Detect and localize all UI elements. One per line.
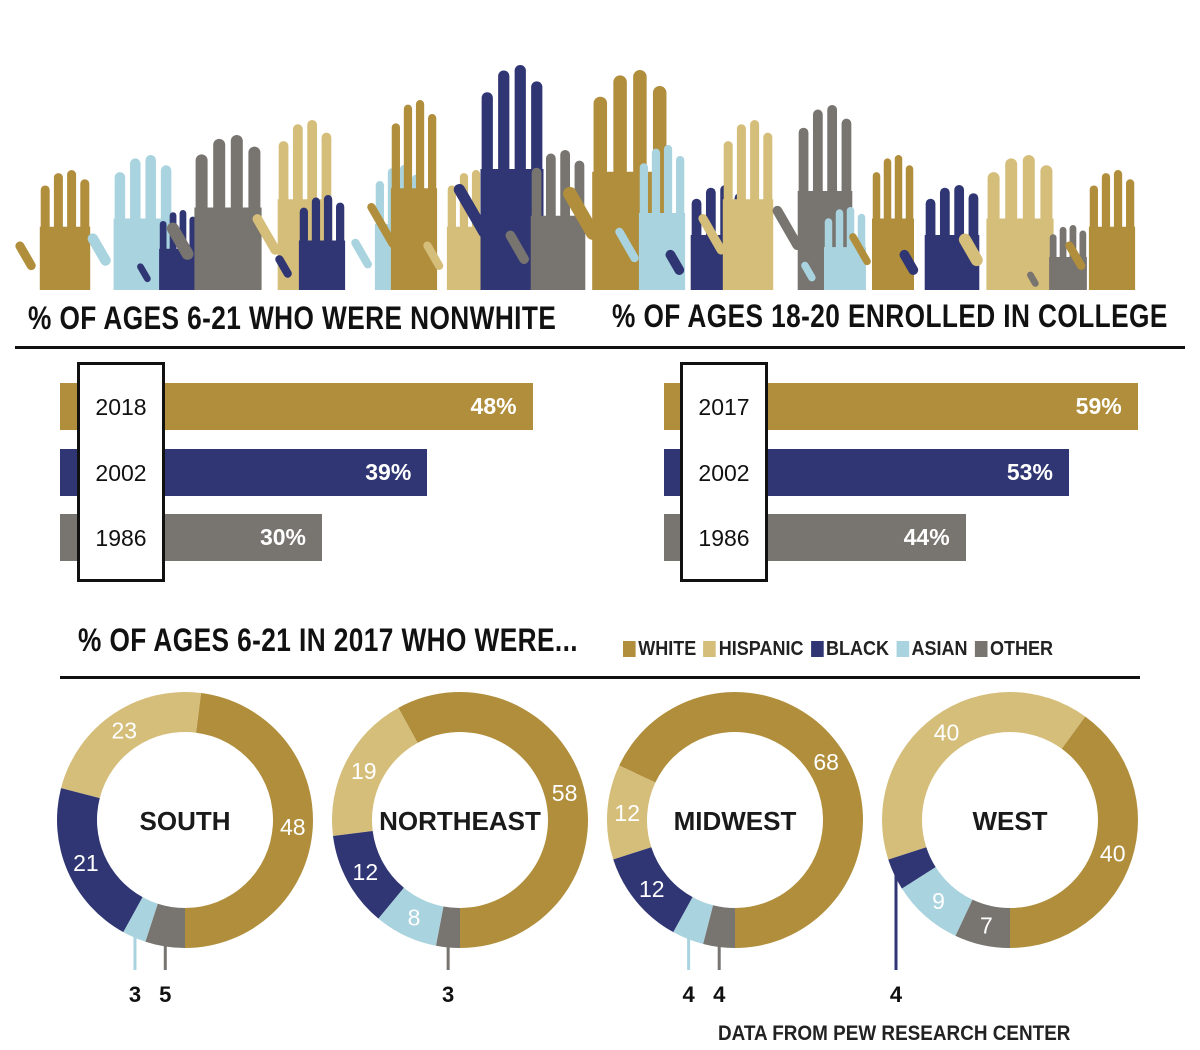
source-note: DATA FROM PEW RESEARCH CENTER xyxy=(718,1022,1071,1045)
slice-value-label: 12 xyxy=(353,859,379,885)
slice-value-label: 12 xyxy=(639,876,665,902)
donut-slice-other xyxy=(955,899,1010,948)
legend-item-white: WHITE xyxy=(623,638,696,661)
region-label: NORTHEAST xyxy=(379,806,541,836)
slice-value-label: 4 xyxy=(890,982,903,1007)
year-label: 2018 xyxy=(95,394,147,420)
year-label: 2002 xyxy=(95,460,147,486)
bar-value-label: 39% xyxy=(365,459,412,485)
slice-value-label: 8 xyxy=(408,905,421,931)
donut-section-title: % OF AGES 6-21 IN 2017 WHO WERE... xyxy=(78,622,578,658)
year-label: 1986 xyxy=(95,525,147,551)
hand-icon xyxy=(275,195,346,290)
legend-label: OTHER xyxy=(989,638,1053,660)
slice-value-label: 7 xyxy=(980,912,993,938)
slice-value-label: 3 xyxy=(442,982,454,1007)
donut-slice-hispanic xyxy=(61,692,202,799)
legend-item-black: BLACK xyxy=(810,638,889,661)
year-label: 2002 xyxy=(698,460,750,486)
donut-slice-hispanic xyxy=(607,765,656,860)
slice-value-label: 19 xyxy=(351,758,377,784)
donut-slice-black xyxy=(613,847,693,933)
slice-value-label: 48 xyxy=(280,814,306,840)
donut-slice-hispanic xyxy=(882,691,1086,860)
hand-icon xyxy=(615,145,686,290)
legend-label: HISPANIC xyxy=(718,638,804,660)
slice-value-label: 9 xyxy=(932,888,945,914)
donut-slice-other xyxy=(436,906,460,948)
hand-icon xyxy=(698,120,774,290)
donut-slice-white xyxy=(619,692,863,948)
slice-value-label: 68 xyxy=(813,749,839,775)
bar-value-label: 44% xyxy=(903,524,950,550)
year-label-box xyxy=(680,362,768,582)
region-label: SOUTH xyxy=(140,806,231,836)
year-label: 2017 xyxy=(698,394,750,420)
legend-swatch xyxy=(896,641,909,657)
hand-icon xyxy=(166,135,262,290)
bar-value-label: 53% xyxy=(1006,459,1053,485)
slice-value-label: 40 xyxy=(934,720,960,746)
slice-value-label: 3 xyxy=(129,982,141,1007)
donut-slice-black xyxy=(56,788,143,933)
legend-swatch xyxy=(703,641,717,657)
donut-south: 48 23 21 3 5 SOUTH xyxy=(56,692,313,1007)
legend-item-hispanic: HISPANIC xyxy=(703,638,803,661)
hand-icon xyxy=(15,170,91,290)
hand-icon xyxy=(505,150,586,290)
donut-slice-asian xyxy=(378,887,444,946)
donut-slice-other xyxy=(145,903,185,948)
legend-label: ASIAN xyxy=(911,638,968,660)
slice-value-label: 40 xyxy=(1100,840,1126,866)
donut-west: 40 40 4 9 7 WEST xyxy=(882,691,1138,1007)
donut-slice-other xyxy=(703,905,735,948)
bar-value-label: 59% xyxy=(1075,393,1122,419)
college-chart-title: % OF AGES 18-20 ENROLLED IN COLLEGE xyxy=(612,298,1168,334)
donut-slice-white xyxy=(185,693,313,948)
legend-swatch xyxy=(810,641,824,657)
slice-value-label: 21 xyxy=(73,850,99,876)
legend-label: WHITE xyxy=(638,638,697,660)
donut-slice-black xyxy=(333,831,404,919)
bar-value-label: 30% xyxy=(259,524,306,550)
hand-icon xyxy=(367,100,438,290)
slice-value-label: 4 xyxy=(713,982,726,1007)
slice-value-label: 12 xyxy=(614,800,640,826)
raised-hands-illustration xyxy=(15,65,1136,290)
legend-label: BLACK xyxy=(825,638,889,660)
donut-slice-asian xyxy=(673,897,714,944)
donut-slice-white xyxy=(398,692,589,948)
top-divider xyxy=(15,346,1185,349)
year-label-box xyxy=(77,362,165,582)
legend-item-other: OTHER xyxy=(974,638,1053,661)
year-label: 1986 xyxy=(698,525,750,551)
hand-icon xyxy=(1065,170,1136,290)
region-label: WEST xyxy=(972,806,1047,836)
donut-slice-black xyxy=(888,847,936,889)
slice-value-label: 23 xyxy=(111,718,137,744)
donut-slice-hispanic xyxy=(332,707,418,837)
bar-value-label: 48% xyxy=(470,393,517,419)
nonwhite-chart-title: % OF AGES 6-21 WHO WERE NONWHITE xyxy=(28,300,557,336)
donut-northeast: 58 19 12 8 3 NORTHEAST xyxy=(332,692,589,1007)
donut-divider xyxy=(60,676,1140,679)
donut-slice-asian xyxy=(123,897,158,942)
hand-icon xyxy=(958,155,1054,290)
donut-slice-white xyxy=(1010,716,1138,948)
legend-swatch xyxy=(623,641,636,657)
legend-item-asian: ASIAN xyxy=(896,638,967,661)
slice-value-label: 4 xyxy=(682,982,695,1007)
slice-value-label: 58 xyxy=(552,780,578,806)
region-label: MIDWEST xyxy=(674,806,797,836)
legend: WHITE HISPANIC BLACK ASIAN OTHER xyxy=(623,638,1053,661)
donut-slice-asian xyxy=(901,867,973,936)
legend-swatch xyxy=(974,641,988,657)
slice-value-label: 5 xyxy=(159,982,171,1007)
donut-midwest: 68 12 12 4 4 MIDWEST xyxy=(607,692,863,1007)
